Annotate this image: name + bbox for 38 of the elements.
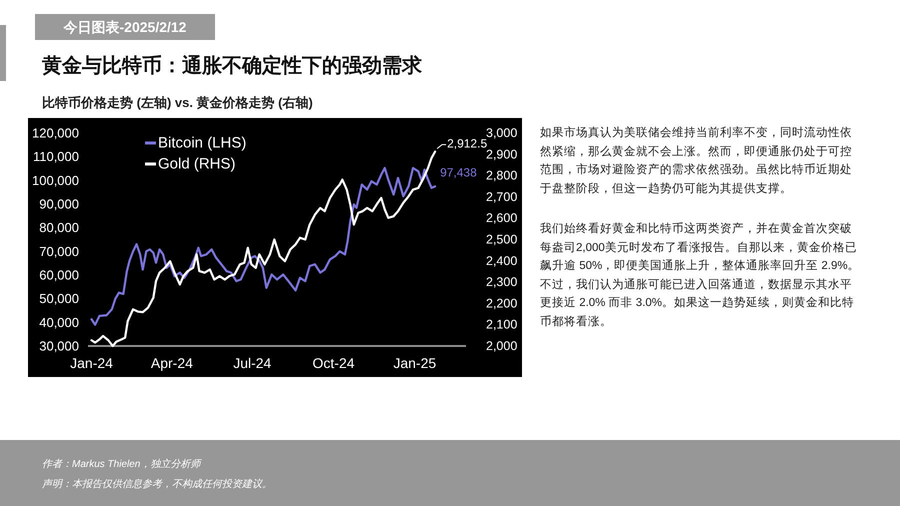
y-tick-label: 40,000 bbox=[39, 314, 79, 330]
y-tick-label: 50,000 bbox=[39, 291, 79, 306]
y2-tick-label: 3,000 bbox=[486, 126, 518, 140]
y-tick-label: 60,000 bbox=[39, 268, 79, 282]
text: 今日图表-2025/2/12 bbox=[35, 14, 215, 40]
y-tick-label: 70,000 bbox=[39, 244, 79, 259]
y2-tick-label: 2,200 bbox=[486, 296, 518, 310]
chart-subtitle: 比特币价格走势 (左轴) vs. 黄金价格走势 (右轴) bbox=[42, 94, 313, 112]
text: 声明：本报告仅供信息参考，不构成任何投资建议。 bbox=[42, 478, 272, 491]
y-tick-label: 120,000 bbox=[32, 126, 79, 140]
y-tick-label: 100,000 bbox=[32, 172, 79, 188]
y2-tick-label: 2,500 bbox=[486, 232, 518, 246]
y-tick-label: 80,000 bbox=[39, 220, 79, 236]
y2-tick-label: 2,900 bbox=[486, 147, 518, 162]
y-tick-label: 30,000 bbox=[39, 338, 79, 354]
x-tick-label: Jan-25 bbox=[393, 355, 436, 371]
y2-tick-label: 2,600 bbox=[486, 211, 518, 226]
x-tick-label: Jan-24 bbox=[70, 355, 114, 371]
y2-tick-label: 2,000 bbox=[486, 339, 518, 353]
line-series bbox=[90, 150, 436, 348]
y-tick-label: 90,000 bbox=[39, 196, 79, 212]
text: 如果市场真认为美联储会维持当前利率不变，同时流动性依然紧缩，那么黄金就不会上涨。然而，即便通胀仍处于可控范围，市场对避险资产的需求依然强劲。虽然比特币近期处于盘整阶段，但这一趋势仍可能为其提供支撑。 bbox=[540, 125, 853, 196]
y2-tick-label: 2,800 bbox=[486, 168, 518, 183]
text: 我们始终看好黄金和比特币这两类资产，并在黄金首次突破每盎司2,000美元时发布了看涨报告。自那以来，黄金价格已飙升逾 50%，即便美国通胀上升，整体通胀率回升至 2.9%。不过，我们认为通胀可能已进入回落通道，数据显示其水平更接近 2.0% 而非 3.0%。如果这一趋势延续，则黄金和比特币都将看涨。 bbox=[540, 221, 860, 330]
x-tick-label: Oct-24 bbox=[312, 355, 355, 371]
x-tick-label: Jul-24 bbox=[233, 355, 272, 371]
chart-title: 黄金与比特币：通胀不确定性下的强劲需求 bbox=[42, 54, 422, 79]
y2-tick-label: 2,400 bbox=[486, 254, 518, 268]
data-label: 2,912.5 bbox=[447, 136, 488, 151]
y-tick-label: 110,000 bbox=[32, 149, 79, 164]
y2-tick-label: 2,100 bbox=[486, 318, 518, 332]
legend-label: Bitcoin (LHS) bbox=[158, 134, 246, 152]
legend-label: Gold (RHS) bbox=[158, 156, 236, 172]
y2-tick-label: 2,700 bbox=[486, 190, 518, 204]
y2-tick-label: 2,300 bbox=[486, 275, 518, 290]
text: 作者：Markus Thielen，独立分析师 bbox=[42, 458, 200, 471]
data-label: 97,438 bbox=[440, 165, 478, 180]
x-tick-label: Apr-24 bbox=[150, 355, 194, 371]
